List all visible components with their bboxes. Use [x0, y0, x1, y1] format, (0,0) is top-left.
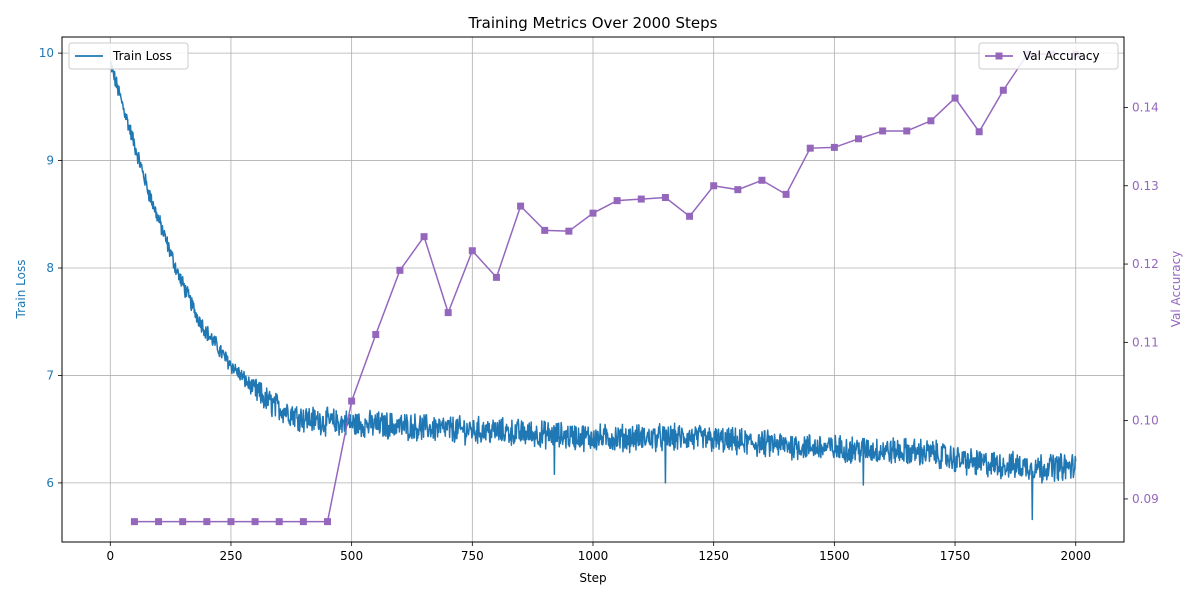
- left-y-axis-label: Train Loss: [14, 260, 28, 320]
- val-accuracy-point: [806, 144, 814, 152]
- x-tick-label: 2000: [1060, 549, 1091, 563]
- left-y-tick-label: 6: [46, 476, 54, 490]
- val-accuracy-point: [710, 182, 718, 190]
- left-y-tick-label: 9: [46, 154, 54, 168]
- left-y-tick-label: 7: [46, 368, 54, 382]
- left-y-axis-ticks: 6 7 8 9 10: [39, 46, 62, 490]
- val-accuracy-point: [927, 117, 935, 125]
- val-accuracy-point: [155, 518, 163, 526]
- right-y-tick-label: 0.12: [1132, 257, 1159, 271]
- right-y-tick-label: 0.10: [1132, 414, 1159, 428]
- val-accuracy-point: [179, 518, 187, 526]
- legend-val-accuracy: Val Accuracy: [978, 42, 1119, 70]
- legend-val-accuracy-label: Val Accuracy: [1023, 49, 1100, 63]
- val-accuracy-point: [372, 331, 380, 339]
- right-y-tick-label: 0.09: [1132, 492, 1159, 506]
- val-accuracy-point: [589, 209, 597, 217]
- val-accuracy-point: [396, 266, 404, 274]
- train-loss-series: [109, 60, 1077, 521]
- val-accuracy-point: [734, 186, 742, 194]
- val-accuracy-point: [275, 518, 283, 526]
- val-accuracy-point: [999, 86, 1007, 94]
- right-y-tick-label: 0.11: [1132, 335, 1159, 349]
- val-accuracy-point: [782, 190, 790, 198]
- val-accuracy-point: [444, 309, 452, 317]
- train-loss-line: [109, 60, 1077, 521]
- val-accuracy-point: [299, 518, 307, 526]
- val-accuracy-point: [348, 397, 356, 405]
- val-accuracy-point: [855, 135, 862, 143]
- val-accuracy-point: [324, 518, 331, 526]
- val-accuracy-point: [613, 197, 621, 205]
- right-y-axis-label: Val Accuracy: [1169, 251, 1183, 328]
- x-axis-label: Step: [579, 571, 606, 585]
- val-accuracy-point: [492, 273, 500, 281]
- val-accuracy-point: [637, 195, 645, 203]
- val-accuracy-point: [227, 518, 235, 526]
- x-tick-label: 1500: [819, 549, 850, 563]
- right-y-tick-label: 0.14: [1132, 100, 1159, 114]
- legend-val-accuracy-marker: [995, 52, 1003, 60]
- right-y-tick-label: 0.13: [1132, 179, 1159, 193]
- x-axis-ticks: 0 250 500 750 1000 1250 1500 1750 2000: [106, 542, 1091, 563]
- val-accuracy-point: [830, 143, 838, 151]
- val-accuracy-point: [661, 194, 669, 201]
- x-tick-label: 500: [340, 549, 363, 563]
- val-accuracy-point: [251, 518, 259, 526]
- val-accuracy-point: [951, 94, 959, 102]
- legend-train-loss-label: Train Loss: [112, 49, 172, 63]
- val-accuracy-point: [468, 247, 476, 255]
- val-accuracy-point: [541, 226, 549, 234]
- val-accuracy-point: [903, 127, 911, 135]
- right-y-axis-ticks: 0.09 0.10 0.11 0.12 0.13 0.14: [1124, 100, 1159, 506]
- left-y-tick-label: 10: [39, 46, 54, 60]
- val-accuracy-point: [686, 212, 694, 220]
- x-tick-label: 250: [220, 549, 243, 563]
- val-accuracy-point: [879, 127, 887, 135]
- val-accuracy-point: [130, 518, 138, 526]
- val-accuracy-point: [975, 128, 983, 136]
- x-tick-label: 1000: [578, 549, 609, 563]
- chart-title: Training Metrics Over 2000 Steps: [468, 14, 718, 32]
- val-accuracy-point: [420, 233, 428, 241]
- x-tick-label: 0: [106, 549, 114, 563]
- x-tick-label: 1250: [698, 549, 729, 563]
- left-y-tick-label: 8: [46, 261, 54, 275]
- val-accuracy-point: [203, 518, 211, 526]
- x-tick-label: 1750: [940, 549, 971, 563]
- legend-train-loss: Train Loss: [68, 42, 189, 70]
- x-tick-label: 750: [461, 549, 484, 563]
- val-accuracy-point: [517, 202, 525, 210]
- val-accuracy-line: [134, 53, 1076, 523]
- val-accuracy-point: [565, 227, 573, 235]
- val-accuracy-point: [758, 176, 766, 184]
